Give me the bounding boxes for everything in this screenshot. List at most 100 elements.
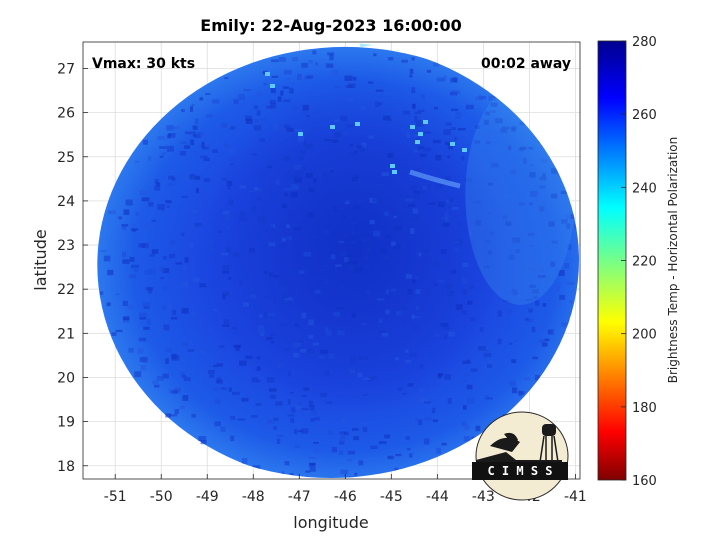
field-texture [256,197,263,201]
field-texture [306,348,315,354]
field-texture [344,75,353,81]
field-texture [589,299,597,303]
field-texture [529,172,536,178]
field-texture [266,105,274,109]
field-texture [347,458,352,462]
field-texture [479,166,487,170]
field-texture [525,298,534,301]
satellite-dish-icon [490,432,520,452]
field-texture [334,86,340,89]
field-texture [322,230,330,235]
field-texture [222,270,229,274]
field-texture [436,447,441,454]
field-texture [490,163,499,168]
field-texture [309,466,316,472]
field-texture [132,229,136,233]
field-texture [436,77,445,82]
x-tick-label: -50 [150,489,173,505]
field-texture [402,392,407,395]
field-texture [269,333,277,337]
field-texture [489,231,494,236]
field-texture [159,155,164,159]
field-texture [251,415,258,418]
field-texture [145,286,153,291]
field-texture [585,223,590,228]
field-texture [298,270,305,274]
field-texture [125,199,133,206]
field-texture [275,401,283,406]
field-texture [148,268,157,275]
water-tower-icon [542,424,556,436]
field-texture [417,145,422,151]
field-texture [168,175,174,180]
field-texture [485,239,491,244]
field-texture [161,152,166,156]
field-texture [238,103,246,107]
field-texture [223,319,229,325]
field-texture [199,134,207,137]
field-texture [312,50,317,55]
field-texture [450,290,455,294]
field-texture [147,156,151,162]
field-texture [470,317,476,322]
field-texture [138,337,147,342]
field-texture [367,81,374,84]
field-texture [263,270,268,274]
field-texture [111,332,117,336]
field-texture [263,82,268,86]
field-texture [467,300,473,305]
field-texture [115,293,120,296]
field-texture [157,136,165,140]
field-texture [332,311,341,317]
field-texture [397,387,403,391]
field-texture [285,224,291,228]
field-texture [284,124,291,128]
field-texture [373,53,377,57]
field-texture [348,83,356,89]
field-texture [222,265,230,271]
field-texture [256,356,261,360]
field-texture [350,241,358,245]
colorbar-tick-label: 180 [632,401,657,416]
field-texture [295,170,304,175]
field-texture [269,394,276,399]
field-texture [293,351,297,355]
field-texture [488,359,495,363]
field-texture [235,344,240,351]
field-texture [411,87,416,94]
field-texture [228,156,236,162]
x-axis-ticks: -51-50-49-48-47-46-45-44-43-42-41 [104,474,587,505]
field-texture [231,391,240,395]
field-texture [421,187,425,194]
field-texture [474,140,481,144]
field-texture [146,318,151,325]
field-texture [528,232,535,236]
field-texture [165,348,173,353]
cimss-logo: C I M S S [472,411,569,501]
field-texture [560,190,569,195]
field-texture [152,380,159,384]
field-texture [421,249,429,253]
field-texture [419,388,424,392]
field-texture [532,356,539,360]
field-texture [339,285,346,291]
field-texture [444,141,451,146]
field-texture [407,270,413,276]
field-texture [324,326,329,332]
field-texture [451,108,459,111]
y-tick-label: 18 [57,459,75,475]
field-texture [122,317,130,323]
field-texture [415,305,419,311]
field-texture [524,377,530,380]
field-texture [242,302,249,307]
field-texture [424,417,432,421]
field-texture [283,299,292,305]
field-texture [358,460,364,466]
field-texture [271,59,279,63]
field-texture [199,283,207,288]
field-texture [267,165,272,169]
field-texture [346,124,354,128]
field-texture [143,306,150,309]
field-texture [305,470,311,473]
field-texture [361,322,367,326]
